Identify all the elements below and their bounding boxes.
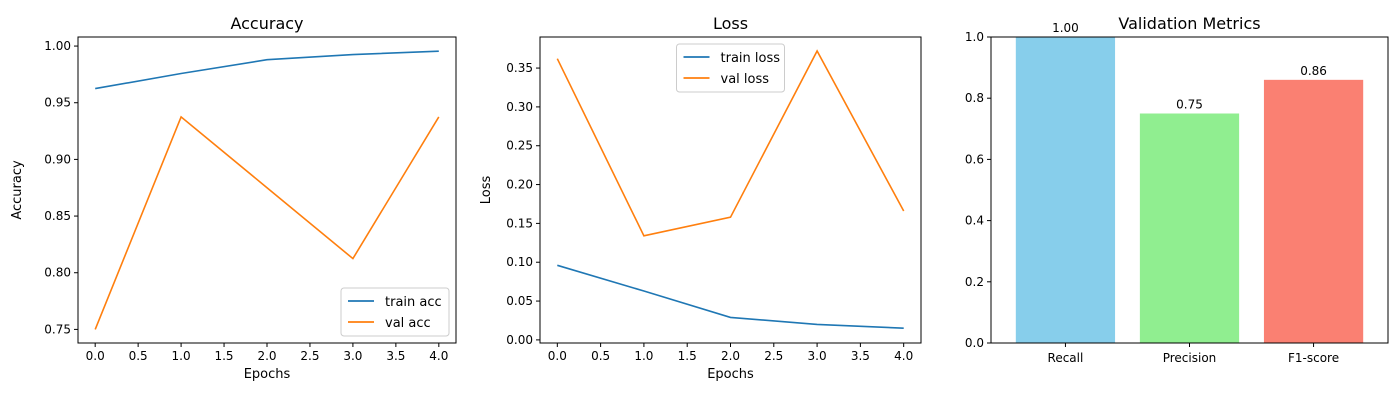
x-tick-label: 4.0 [894, 349, 913, 363]
x-tick-label: 1.0 [634, 349, 653, 363]
x-tick-label: 0.0 [86, 349, 105, 363]
x-tick-label: 1.5 [214, 349, 233, 363]
legend: train acc val acc [340, 287, 450, 337]
y-tick-label: 0.90 [44, 152, 71, 166]
series-line-train-acc [95, 50, 439, 90]
y-tick-label: 0.6 [965, 152, 984, 166]
x-tick-label: 3.0 [343, 349, 362, 363]
legend: train loss val loss [676, 43, 785, 93]
y-tick-label: 1.0 [965, 30, 984, 44]
legend-box [340, 287, 450, 337]
y-tick-label: 0.35 [506, 61, 533, 75]
y-tick-label: 0.00 [506, 333, 533, 347]
y-tick-label: 0.05 [506, 294, 533, 308]
x-tick-label: 0.5 [591, 349, 610, 363]
bar-recall [1015, 37, 1116, 343]
x-tick-label: 4.0 [429, 349, 448, 363]
series-line-val-acc [94, 115, 440, 330]
y-tick-label: 0.30 [506, 100, 533, 114]
legend-box [676, 43, 785, 93]
x-tick-label: 0.5 [129, 349, 148, 363]
legend-label: train loss [721, 51, 781, 66]
x-tick-label: 1.5 [678, 349, 697, 363]
y-tick-label: 0.95 [44, 96, 71, 110]
series-line-train-loss [557, 264, 904, 329]
bar-precision [1139, 113, 1240, 343]
y-tick-label: 0.8 [965, 91, 984, 105]
y-tick-label: 0.75 [44, 322, 71, 336]
x-tick-label: 2.0 [721, 349, 740, 363]
y-tick-label: 0.25 [506, 139, 533, 153]
x-tick-label: F1-score [1288, 351, 1339, 365]
y-tick-label: 0.85 [44, 209, 71, 223]
x-tick-label: Recall [1048, 351, 1084, 365]
x-tick-label: 3.5 [851, 349, 870, 363]
bar-f1-score [1263, 79, 1364, 343]
chart-title: Accuracy [230, 14, 303, 33]
x-tick-label: 2.0 [257, 349, 276, 363]
x-tick-label: 3.0 [808, 349, 827, 363]
y-axis-label: Accuracy [10, 160, 25, 220]
bar-value-label: 1.00 [1052, 21, 1079, 35]
chart-title: Validation Metrics [1118, 14, 1260, 33]
x-axis-label: Epochs [244, 367, 291, 382]
y-tick-label: 1.00 [44, 39, 71, 53]
bar-value-label: 0.75 [1176, 98, 1203, 112]
legend-label: val acc [385, 316, 431, 331]
bar-chart: Validation Metrics 1.00 Recall 0.75 Precisio… [965, 14, 1389, 365]
bar-value-label: 0.86 [1300, 64, 1327, 78]
y-tick-label: 0.80 [44, 266, 71, 280]
y-tick-label: 0.0 [965, 336, 984, 350]
legend-label: val loss [721, 72, 770, 87]
y-tick-label: 0.15 [506, 216, 533, 230]
x-axis-label: Epochs [707, 367, 754, 382]
x-tick-label: 0.0 [548, 349, 567, 363]
line-chart-0: Accuracy 0.0 0.5 1.0 1.5 2.0 2.5 3.0 3.5 4.0 0.75 0… [10, 14, 457, 382]
y-tick-label: 0.4 [965, 214, 984, 228]
y-axis-label: Loss [479, 176, 494, 205]
y-tick-label: 0.10 [506, 255, 533, 269]
x-tick-label: 1.0 [172, 349, 191, 363]
x-tick-label: 2.5 [300, 349, 319, 363]
x-tick-label: 3.5 [386, 349, 405, 363]
x-tick-label: Precision [1163, 351, 1217, 365]
x-tick-label: 2.5 [764, 349, 783, 363]
series-line-val-loss [556, 49, 905, 237]
chart-title: Loss [713, 14, 748, 33]
y-tick-label: 0.20 [506, 178, 533, 192]
plot-frame [990, 36, 1389, 344]
line-chart-1: Loss 0.0 0.5 1.0 1.5 2.0 2.5 3.0 3.5 4.0 0.00 0.05 0… [479, 14, 922, 382]
legend-label: train acc [385, 295, 442, 310]
y-tick-label: 0.2 [965, 275, 984, 289]
